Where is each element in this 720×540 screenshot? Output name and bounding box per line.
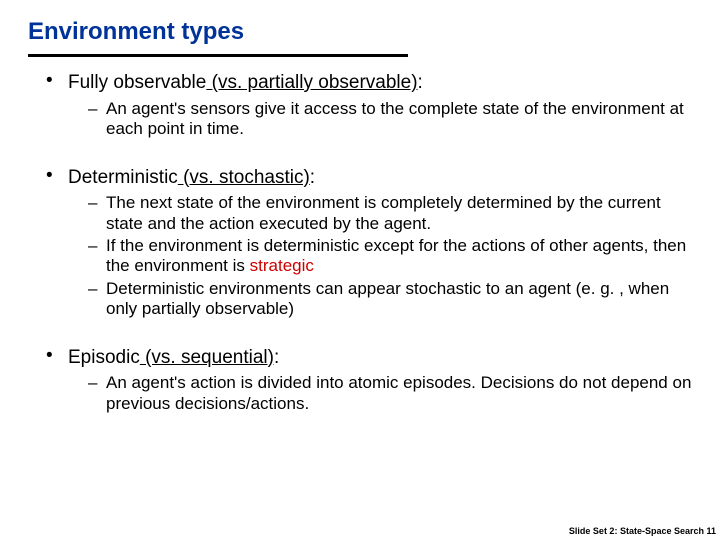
- title-underline: [28, 54, 408, 57]
- sub-text-highlight: strategic: [250, 256, 314, 275]
- bullet-heading: Deterministic (vs. stochastic):: [68, 166, 692, 190]
- heading-underlined: (vs. partially observable): [206, 72, 417, 93]
- heading-tail: :: [310, 167, 315, 188]
- sub-text: An agent's action is divided into atomic…: [106, 373, 692, 414]
- sub-text: The next state of the environment is com…: [106, 193, 692, 234]
- sub-text: An agent's sensors give it access to the…: [106, 99, 692, 140]
- sub-item: Deterministic environments can appear st…: [88, 279, 692, 320]
- sub-text: Deterministic environments can appear st…: [106, 279, 692, 320]
- slide-title: Environment types: [0, 18, 720, 52]
- sub-list: The next state of the environment is com…: [68, 193, 692, 319]
- slide-footer: Slide Set 2: State-Space Search 11: [569, 526, 716, 536]
- sub-list: An agent's action is divided into atomic…: [68, 373, 692, 414]
- slide-content: Fully observable (vs. partially observab…: [0, 71, 720, 414]
- slide: Environment types Fully observable (vs. …: [0, 0, 720, 540]
- sub-text-pre: If the environment is deterministic exce…: [106, 236, 686, 275]
- sub-item: An agent's action is divided into atomic…: [88, 373, 692, 414]
- sub-item: The next state of the environment is com…: [88, 193, 692, 234]
- sub-text: If the environment is deterministic exce…: [106, 236, 692, 277]
- heading-plain: Deterministic: [68, 167, 178, 188]
- section-gap: [40, 146, 692, 166]
- bullet-list: Fully observable (vs. partially observab…: [40, 71, 692, 414]
- heading-tail: :: [274, 347, 279, 368]
- bullet-heading: Fully observable (vs. partially observab…: [68, 71, 692, 95]
- section-gap: [40, 326, 692, 346]
- bullet-heading: Episodic (vs. sequential):: [68, 346, 692, 370]
- sub-item: An agent's sensors give it access to the…: [88, 99, 692, 140]
- heading-tail: :: [418, 72, 423, 93]
- bullet-item: Episodic (vs. sequential): An agent's act…: [40, 346, 692, 415]
- heading-underlined: (vs. sequential): [140, 347, 274, 368]
- heading-plain: Fully observable: [68, 72, 206, 93]
- heading-plain: Episodic: [68, 347, 140, 368]
- sub-item: If the environment is deterministic exce…: [88, 236, 692, 277]
- bullet-item: Deterministic (vs. stochastic): The next …: [40, 166, 692, 320]
- sub-list: An agent's sensors give it access to the…: [68, 99, 692, 140]
- bullet-item: Fully observable (vs. partially observab…: [40, 71, 692, 140]
- heading-underlined: (vs. stochastic): [178, 167, 310, 188]
